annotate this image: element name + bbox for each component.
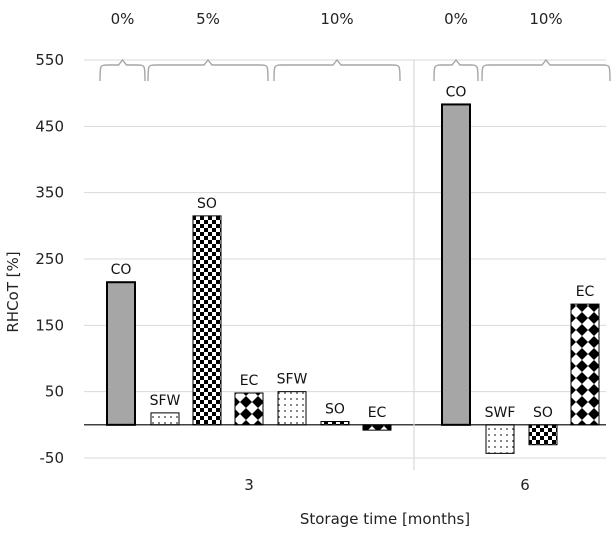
bar bbox=[234, 392, 264, 426]
percent-brackets: 0% 5% 10% 0% 10% bbox=[99, 10, 611, 82]
bracket bbox=[481, 58, 611, 82]
bar-label: CO bbox=[111, 262, 132, 278]
y-tick-label: 50 bbox=[45, 383, 64, 401]
gridlines bbox=[84, 59, 606, 459]
bar bbox=[485, 424, 515, 454]
bracket bbox=[147, 58, 269, 82]
y-tick-label: 450 bbox=[35, 117, 64, 135]
bracket bbox=[99, 58, 146, 82]
bar-label: SO bbox=[533, 405, 553, 421]
bar bbox=[150, 412, 180, 426]
bar-label: EC bbox=[576, 284, 595, 300]
percent-label: 10% bbox=[320, 10, 353, 28]
bar bbox=[192, 215, 222, 426]
bar-label: EC bbox=[368, 405, 387, 421]
x-category-label: 6 bbox=[520, 476, 530, 494]
bar bbox=[106, 281, 136, 426]
bar-label: SO bbox=[197, 196, 217, 212]
y-axis-title: RHCoT [%] bbox=[4, 251, 22, 332]
axes: 550 450 350 250 150 50 -50 3 6 bbox=[35, 51, 606, 494]
bar bbox=[441, 103, 471, 426]
percent-label: 0% bbox=[444, 10, 468, 28]
bar bbox=[277, 391, 307, 426]
bar-label: SWF bbox=[485, 405, 516, 421]
percent-label: 10% bbox=[529, 10, 562, 28]
bracket bbox=[273, 58, 401, 82]
y-tick-label: 550 bbox=[35, 51, 64, 69]
x-category-label: 3 bbox=[244, 476, 254, 494]
bar-label: SFW bbox=[277, 372, 308, 388]
bar-label: SO bbox=[325, 402, 345, 418]
bar-label: EC bbox=[240, 373, 259, 389]
y-tick-label: 350 bbox=[35, 184, 64, 202]
bars: CO SFW SO EC SFW SO EC CO SWF SO EC bbox=[106, 84, 600, 454]
percent-label: 0% bbox=[111, 10, 135, 28]
bar-label: CO bbox=[446, 84, 467, 100]
bar bbox=[528, 424, 558, 446]
percent-label: 5% bbox=[196, 10, 220, 28]
y-tick-label: -50 bbox=[40, 449, 65, 467]
y-tick-label: 250 bbox=[35, 250, 64, 268]
y-tick-label: 150 bbox=[35, 316, 64, 334]
bar bbox=[362, 424, 392, 431]
bar-label: SFW bbox=[150, 393, 181, 409]
bracket bbox=[433, 58, 479, 82]
x-axis-title: Storage time [months] bbox=[300, 510, 470, 528]
bar bbox=[570, 303, 600, 426]
